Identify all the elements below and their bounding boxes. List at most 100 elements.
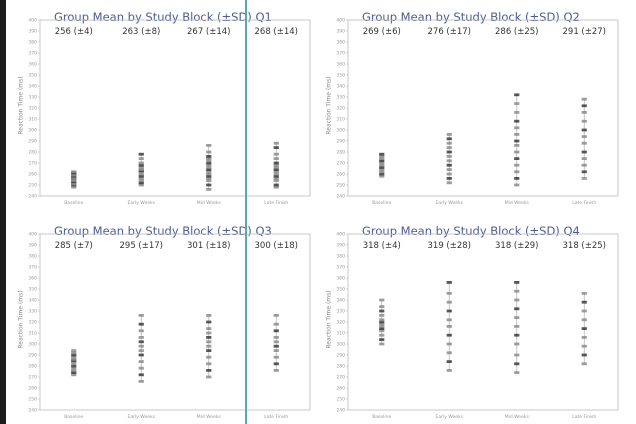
data-point	[273, 329, 279, 333]
data-point	[581, 104, 587, 108]
data-point	[138, 163, 144, 167]
data-point	[138, 336, 144, 339]
data-point	[446, 177, 452, 180]
data-point	[206, 150, 212, 154]
data-point	[514, 325, 520, 328]
data-point	[206, 144, 212, 147]
y-tick-label: 250	[336, 397, 345, 403]
y-tick-label: 400	[336, 232, 345, 238]
group-mean-annotation: 295 (±17)	[120, 241, 164, 251]
y-tick-label: 320	[336, 106, 345, 112]
data-point	[138, 344, 144, 348]
data-point	[581, 318, 587, 322]
chart-plot: 240 250 260 270 280 290 300 310 320 330 340 350 360 3…	[28, 232, 311, 420]
data-point	[379, 172, 385, 176]
group-mean-annotation: 301 (±18)	[187, 241, 231, 251]
y-tick-label: 340	[28, 84, 37, 90]
y-tick-label: 370	[28, 51, 37, 57]
data-point	[206, 340, 212, 344]
x-tick-label: Early Weeks	[128, 414, 156, 420]
data-point	[273, 177, 279, 180]
data-point	[514, 93, 520, 97]
y-tick-label: 260	[336, 386, 345, 392]
data-point	[446, 150, 452, 154]
data-point	[206, 314, 212, 317]
y-tick-label: 350	[28, 287, 37, 293]
data-point	[206, 177, 212, 180]
data-point	[514, 362, 520, 366]
y-tick-label: 290	[336, 139, 345, 145]
y-tick-label: 280	[28, 150, 37, 156]
y-tick-label: 250	[28, 397, 37, 403]
data-point	[138, 373, 144, 377]
x-tick-label: Early Weeks	[436, 414, 464, 420]
data-point	[206, 179, 212, 182]
data-point	[581, 119, 587, 123]
data-point	[273, 322, 279, 326]
data-point	[514, 371, 520, 374]
data-point	[206, 336, 212, 339]
y-tick-label: 250	[336, 183, 345, 189]
y-tick-label: 330	[28, 95, 37, 101]
data-point	[446, 292, 452, 295]
chart-plot: 240 250 260 270 280 290 300 310 320 330 340 350 360 3…	[28, 18, 311, 206]
data-point	[446, 159, 452, 163]
data-point	[514, 353, 520, 357]
group-mean-annotation: 285 (±7)	[55, 241, 93, 251]
data-point	[138, 181, 144, 185]
x-tick-label: Late Finish	[572, 414, 596, 420]
data-point	[379, 159, 385, 163]
y-tick-label: 300	[28, 342, 37, 348]
data-point	[446, 281, 452, 284]
data-point	[273, 141, 279, 145]
data-point	[446, 309, 452, 313]
data-point	[138, 183, 144, 187]
data-point	[379, 327, 385, 330]
group-mean-annotation: 256 (±4)	[55, 27, 93, 37]
y-tick-label: 350	[336, 287, 345, 293]
data-point	[581, 141, 587, 145]
x-tick-label: Early Weeks	[128, 200, 156, 206]
data-point	[206, 320, 212, 324]
chart-plot: 240 250 260 270 280 290 300 310 320 330 340 350 360 3…	[336, 232, 619, 420]
data-point	[138, 166, 144, 169]
data-point	[514, 119, 520, 123]
data-point	[206, 157, 212, 160]
data-point	[514, 163, 520, 167]
plot-frame	[347, 233, 619, 411]
data-point	[446, 163, 452, 167]
data-point	[206, 349, 212, 352]
y-tick-label: 270	[28, 161, 37, 167]
data-point	[581, 353, 587, 357]
data-point	[206, 183, 212, 187]
y-tick-label: 330	[28, 309, 37, 315]
data-point	[138, 366, 144, 370]
chart-panel-q2: Group Mean by Study Block (±SD) Q2 React…	[318, 2, 628, 210]
data-point	[581, 111, 587, 114]
y-tick-label: 290	[336, 353, 345, 359]
data-point	[379, 329, 385, 333]
data-point	[379, 338, 385, 341]
data-point	[446, 333, 452, 337]
y-tick-label: 270	[336, 161, 345, 167]
data-point	[206, 362, 212, 366]
y-tick-label: 400	[28, 232, 37, 238]
y-tick-label: 320	[336, 320, 345, 326]
chart-panel-q1: Group Mean by Study Block (±SD) Q1 React…	[10, 2, 320, 210]
data-point	[514, 111, 520, 114]
data-point	[581, 170, 587, 174]
data-point	[71, 170, 77, 174]
data-point	[138, 152, 144, 156]
data-point	[71, 364, 77, 368]
data-point	[273, 314, 279, 317]
data-point	[206, 170, 212, 174]
data-point	[379, 342, 385, 346]
plot-frame	[347, 19, 619, 197]
data-point	[273, 172, 279, 176]
y-tick-label: 380	[336, 40, 345, 46]
data-point	[581, 128, 587, 132]
data-point	[273, 349, 279, 352]
x-tick-label: Baseline	[64, 414, 83, 420]
data-point	[71, 366, 77, 370]
y-tick-label: 330	[336, 95, 345, 101]
